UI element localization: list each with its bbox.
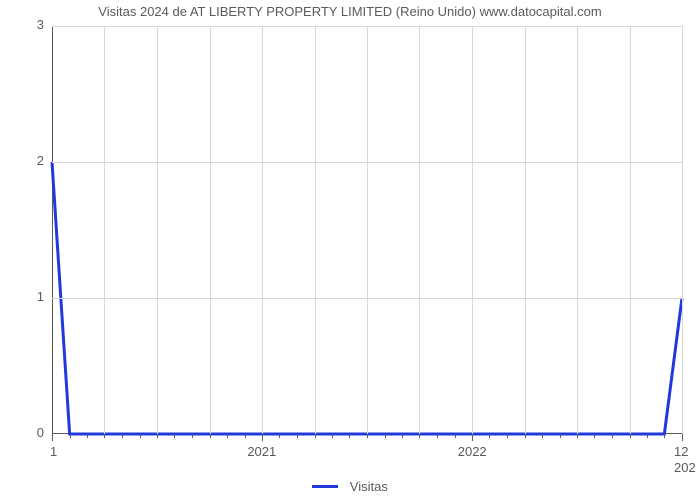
chart-container: { "chart": { "type": "line", "title": "V… <box>0 0 700 500</box>
x-minor-tick <box>489 434 490 438</box>
x-minor-tick <box>332 434 333 438</box>
grid-line-v <box>577 26 578 434</box>
x-minor-tick <box>122 434 123 438</box>
y-tick-label: 0 <box>24 425 44 440</box>
x-minor-tick <box>104 434 105 438</box>
x-tick-label: 2021 <box>247 444 276 459</box>
x-minor-tick <box>612 434 613 438</box>
x-minor-tick <box>560 434 561 438</box>
x-minor-tick <box>542 434 543 438</box>
x-minor-tick <box>647 434 648 438</box>
x-minor-tick <box>664 434 665 438</box>
x-minor-tick <box>349 434 350 438</box>
legend-swatch <box>312 485 338 488</box>
y-tick-label: 1 <box>24 289 44 304</box>
grid-line-v <box>262 26 263 434</box>
x-minor-tick <box>385 434 386 438</box>
x-minor-tick <box>315 434 316 438</box>
grid-line-v <box>210 26 211 434</box>
x-minor-tick <box>507 434 508 438</box>
x-major-tick <box>52 434 53 441</box>
grid-line-v <box>682 26 683 434</box>
plot-area <box>52 26 682 434</box>
grid-line-v <box>472 26 473 434</box>
x-minor-tick <box>367 434 368 438</box>
x-minor-tick <box>419 434 420 438</box>
x-minor-tick <box>630 434 631 438</box>
chart-title: Visitas 2024 de AT LIBERTY PROPERTY LIMI… <box>0 4 700 19</box>
x-minor-tick <box>157 434 158 438</box>
grid-line-v <box>367 26 368 434</box>
grid-line-v <box>104 26 105 434</box>
x-minor-tick <box>174 434 175 438</box>
x-start-label: 1 <box>50 444 57 459</box>
grid-line-v <box>525 26 526 434</box>
x-minor-tick <box>87 434 88 438</box>
x-minor-tick <box>297 434 298 438</box>
grid-line-v <box>315 26 316 434</box>
x-minor-tick <box>279 434 280 438</box>
x-minor-tick <box>70 434 71 438</box>
x-end-label-top: 12 <box>674 444 688 459</box>
x-minor-tick <box>192 434 193 438</box>
legend-label: Visitas <box>350 479 388 494</box>
legend: Visitas <box>0 478 700 494</box>
x-minor-tick <box>594 434 595 438</box>
x-end-label-bottom: 202 <box>674 460 696 475</box>
x-minor-tick <box>227 434 228 438</box>
grid-line-v <box>630 26 631 434</box>
x-minor-tick <box>577 434 578 438</box>
grid-line-v <box>157 26 158 434</box>
y-tick-label: 2 <box>24 153 44 168</box>
x-minor-tick <box>210 434 211 438</box>
x-major-tick <box>262 434 263 441</box>
x-minor-tick <box>245 434 246 438</box>
x-tick-label: 2022 <box>458 444 487 459</box>
x-minor-tick <box>525 434 526 438</box>
grid-line-v <box>419 26 420 434</box>
x-major-tick <box>682 434 683 441</box>
x-major-tick <box>472 434 473 441</box>
x-minor-tick <box>140 434 141 438</box>
x-minor-tick <box>402 434 403 438</box>
y-tick-label: 3 <box>24 17 44 32</box>
x-minor-tick <box>437 434 438 438</box>
x-minor-tick <box>455 434 456 438</box>
